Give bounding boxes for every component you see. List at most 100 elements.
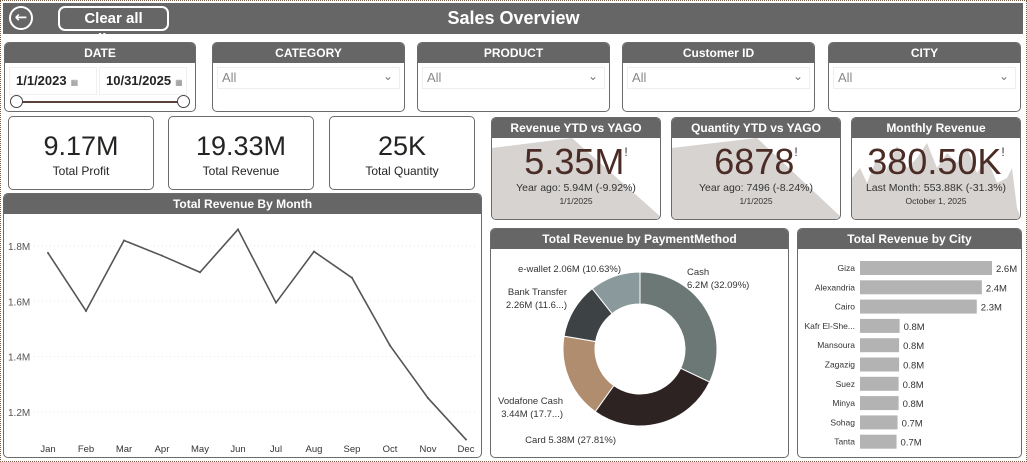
start-date-input[interactable]: 1/1/2023 ▦ [9, 67, 97, 95]
donut-chart-svg: Cash 6.2M (32.09%) Card 5.38M (27.81%) Voda… [498, 264, 749, 446]
data-label: 2.6M [996, 264, 1017, 275]
x-tick-label: Jun [230, 444, 245, 455]
total-quantity-card: 25K Total Quantity [329, 116, 475, 190]
bar [860, 299, 977, 314]
card-label: Total Revenue [202, 164, 280, 178]
city-slicer-title: CITY [829, 43, 1020, 63]
kpi-date: 1/1/2025 [559, 196, 593, 206]
data-point [237, 228, 239, 231]
y-tick-label: 1.8M [8, 242, 30, 253]
calendar-icon[interactable]: ▦ [70, 78, 79, 87]
category-label: Zagazig [825, 360, 856, 370]
customer-id-value: All [632, 70, 647, 85]
clear-all-slicers-button[interactable]: Clear all slicers [58, 6, 169, 48]
warning-icon: ! [1001, 145, 1005, 159]
end-date-value: 10/31/2025 [106, 73, 172, 88]
total-revenue-card: 19.33M Total Revenue [168, 116, 314, 190]
kpi-value: 380.50K! [867, 141, 1005, 182]
x-tick-label: Nov [420, 444, 437, 455]
card-label: Total Quantity [365, 164, 439, 178]
x-tick-label: Mar [116, 444, 132, 455]
category-label: Suez [836, 379, 855, 389]
revenue-by-month-chart: Total Revenue By Month 1.2M 1.4M 1.6M 1.8M J… [3, 193, 482, 458]
total-profit-card: 9.17M Total Profit [8, 116, 154, 190]
data-point [47, 251, 49, 254]
category-label: Tanta [834, 437, 855, 447]
date-range-end-handle[interactable] [177, 95, 190, 108]
slice-value-label: 2.26M (11.6...) [506, 300, 567, 311]
bar [860, 434, 897, 449]
data-point [389, 344, 391, 347]
data-label: 2.3M [981, 303, 1002, 314]
category-label: Alexandria [815, 282, 855, 292]
slice-value-label: 3.44M (17.7...) [501, 409, 563, 420]
product-slicer-title: PRODUCT [418, 43, 609, 63]
slice-label: Cash [687, 267, 709, 278]
chevron-down-icon: ⌄ [792, 69, 803, 83]
y-tick-label: 1.6M [8, 297, 30, 308]
customer-id-slicer: Customer ID All ⌄ [622, 42, 815, 112]
product-dropdown[interactable]: All ⌄ [422, 67, 605, 89]
calendar-icon[interactable]: ▦ [175, 78, 183, 87]
card-value: 9.17M [43, 131, 119, 161]
kpi-date: 1/1/2025 [739, 196, 773, 206]
revenue-by-city-chart: Total Revenue by City Giza 2.6M Alexandria… [797, 228, 1022, 458]
data-label: 0.8M [904, 322, 925, 333]
date-range-start-handle[interactable] [10, 95, 23, 108]
quantity-ytd-kpi: Quantity YTD vs YAGO 6878! Year ago: 749… [671, 117, 841, 220]
category-label: Mansoura [817, 340, 855, 350]
bar [860, 376, 899, 391]
data-point [427, 397, 429, 400]
kpi-comparison: Year ago: 5.94M (-9.92%) [516, 182, 636, 194]
end-date-input[interactable]: 10/31/2025 ▦ [99, 67, 187, 95]
city-dropdown[interactable]: All ⌄ [833, 67, 1016, 89]
category-value: All [222, 70, 237, 85]
x-tick-label: May [191, 444, 209, 455]
chevron-down-icon: ⌄ [382, 69, 393, 83]
kpi-trend-area [672, 138, 840, 219]
city-slicer: CITY All ⌄ [828, 42, 1021, 112]
chevron-down-icon: ⌄ [587, 69, 598, 83]
kpi-comparison: Last Month: 553.88K (-31.3%) [865, 182, 1007, 194]
revenue-by-payment-chart: Total Revenue by PaymentMethod Cash 6.2M … [490, 228, 789, 458]
back-button[interactable]: ← [9, 6, 33, 30]
data-point [465, 438, 467, 441]
data-label: 0.8M [903, 361, 924, 372]
monthly-revenue-kpi: Monthly Revenue 380.50K! Last Month: 553… [851, 117, 1021, 220]
kpi-trend-area [492, 138, 660, 219]
category-label: Giza [838, 263, 856, 273]
card-value: 19.33M [195, 131, 287, 161]
slice-label: e-wallet 2.06M (10.63%) [518, 264, 621, 275]
category-dropdown[interactable]: All ⌄ [217, 67, 400, 89]
card-label: Total Profit [52, 164, 110, 178]
slice-cash [639, 271, 718, 383]
slice-label: Vodafone Cash [498, 396, 563, 407]
x-tick-label: Oct [383, 444, 398, 455]
data-label: 0.7M [902, 418, 923, 429]
y-tick-label: 1.4M [8, 353, 30, 364]
kpi-comparison: Year ago: 7496 (-8.24%) [698, 182, 814, 194]
header-bar [3, 3, 1023, 34]
category-label: Sohag [830, 417, 855, 427]
y-tick-label: 1.2M [8, 408, 30, 419]
bar [860, 280, 982, 295]
date-slicer: DATE 1/1/2023 ▦ 10/31/2025 ▦ [4, 42, 196, 112]
category-slicer-title: CATEGORY [213, 43, 404, 63]
data-point [161, 254, 163, 257]
data-point [85, 309, 87, 312]
customer-id-slicer-title: Customer ID [623, 43, 814, 63]
data-label: 0.8M [903, 341, 924, 352]
slice-label: Card 5.38M (27.81%) [525, 435, 616, 446]
date-range-track [17, 101, 183, 103]
data-label: 0.7M [901, 438, 922, 449]
category-slicer: CATEGORY All ⌄ [212, 42, 405, 112]
kpi-title: Revenue YTD vs YAGO [492, 118, 660, 138]
data-label: 0.8M [903, 380, 924, 391]
data-point [275, 301, 277, 304]
slice-label: Bank Transfer [508, 287, 567, 298]
kpi-value: 5.35M! [524, 141, 628, 182]
bar [860, 415, 898, 430]
slice-value-label: 6.2M (32.09%) [687, 280, 749, 291]
customer-id-dropdown[interactable]: All ⌄ [627, 67, 810, 89]
chevron-down-icon: ⌄ [998, 69, 1009, 83]
